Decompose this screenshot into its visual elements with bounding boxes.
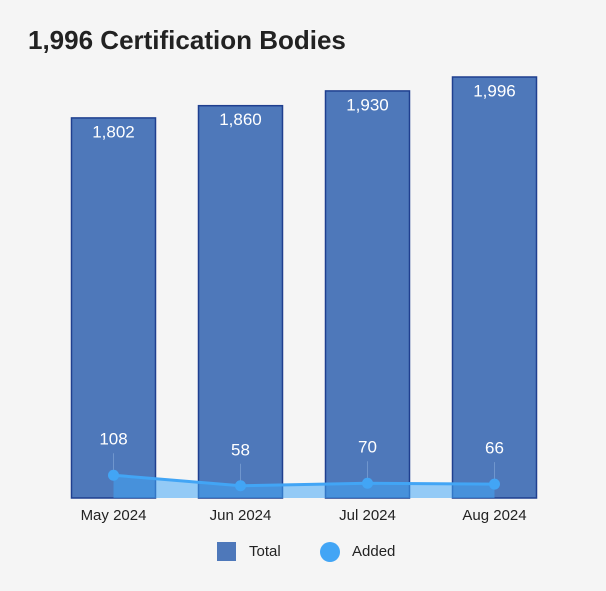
point <box>362 477 373 489</box>
point-value-label: 66 <box>485 439 504 458</box>
legend-marker <box>217 542 236 561</box>
bar <box>70 117 157 499</box>
bar-value-label: 1,860 <box>219 110 262 129</box>
point <box>108 469 119 481</box>
bar-value-label: 1,930 <box>346 95 389 114</box>
area <box>113 475 495 498</box>
x-tick-label: Jul 2024 <box>339 507 396 524</box>
bar <box>451 76 538 499</box>
line <box>113 473 495 488</box>
bar <box>324 90 411 499</box>
x-tick-label: Jun 2024 <box>210 507 272 524</box>
point <box>489 478 500 490</box>
bar-value-label: 1,996 <box>473 81 516 100</box>
bar-value-label: 1,802 <box>92 122 135 141</box>
x-tick-label: May 2024 <box>81 507 147 524</box>
point-value-label: 58 <box>231 440 250 459</box>
legend-label: Added <box>352 543 395 560</box>
point-value-label: 70 <box>358 438 377 457</box>
chart-title: 1,996 Certification Bodies <box>28 25 346 55</box>
x-tick-label: Aug 2024 <box>462 507 526 524</box>
bar <box>197 104 284 499</box>
legend-marker <box>320 542 340 562</box>
point <box>235 480 246 492</box>
legend-label: Total <box>249 543 281 560</box>
point-value-label: 108 <box>99 430 127 449</box>
